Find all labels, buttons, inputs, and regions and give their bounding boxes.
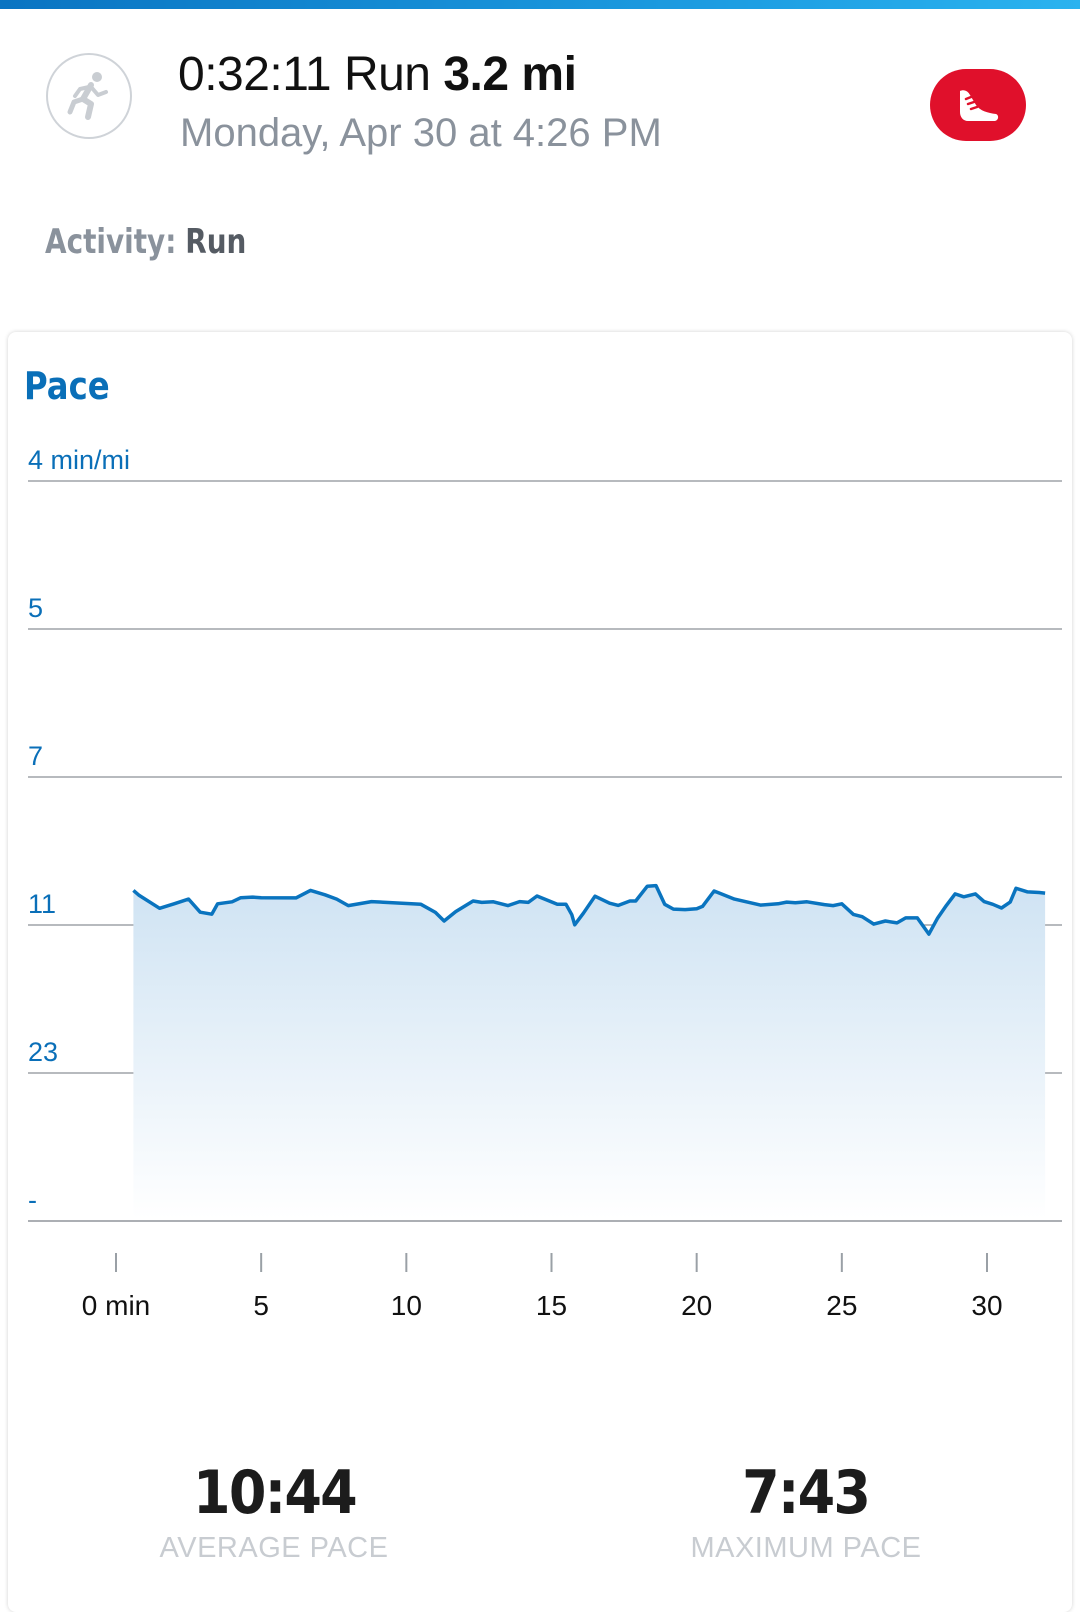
average-pace-stat: 10:44 AVERAGE PACE <box>74 1458 474 1565</box>
workout-title: 0:32:11 Run 3.2 mi <box>178 47 577 102</box>
x-tick-label: 30 <box>971 1290 1002 1320</box>
maximum-pace-stat: 7:43 MAXIMUM PACE <box>606 1458 1006 1565</box>
shoe-icon <box>960 90 999 121</box>
y-tick-label: 5 <box>28 593 43 623</box>
y-tick-label: 7 <box>28 741 43 771</box>
x-tick-label: 0 min <box>82 1290 150 1320</box>
x-tick-label: 5 <box>253 1290 269 1320</box>
maximum-pace-value: 7:43 <box>742 1458 871 1528</box>
x-tick-label: 10 <box>391 1290 422 1320</box>
top-accent-bar <box>0 0 1080 9</box>
y-tick-label: 4 min/mi <box>28 445 130 475</box>
workout-duration: 0:32:11 <box>178 48 332 101</box>
pace-card-title: Pace <box>24 364 110 408</box>
y-tick-label: 11 <box>28 889 56 919</box>
pace-line <box>132 883 1046 936</box>
y-tick-label: 23 <box>28 1037 58 1067</box>
x-tick-label: 15 <box>536 1290 567 1320</box>
workout-header: 0:32:11 Run 3.2 mi Monday, Apr 30 at 4:2… <box>0 9 1080 189</box>
maximum-pace-label: MAXIMUM PACE <box>690 1532 922 1564</box>
x-tick-label: 25 <box>826 1290 857 1320</box>
average-pace-label: AVERAGE PACE <box>159 1532 389 1564</box>
pace-area <box>133 885 1046 1219</box>
x-tick-label: 20 <box>681 1290 712 1320</box>
shoe-button[interactable] <box>930 69 1026 141</box>
activity-label: Activity: <box>45 222 177 262</box>
average-pace-value: 10:44 <box>192 1458 358 1528</box>
workout-distance: 3.2 mi <box>443 48 577 101</box>
y-tick-label: - <box>28 1185 37 1215</box>
pace-chart: 4 min/mi 5 7 11 23 - 0 min 5 10 15 20 25 30 <box>28 445 1062 1320</box>
workout-date: Monday, Apr 30 at 4:26 PM <box>180 111 662 155</box>
activity-value: Run <box>185 222 247 262</box>
running-person-icon <box>46 53 132 139</box>
workout-type: Run <box>343 48 431 101</box>
activity-row: Activity: Run <box>45 222 246 262</box>
